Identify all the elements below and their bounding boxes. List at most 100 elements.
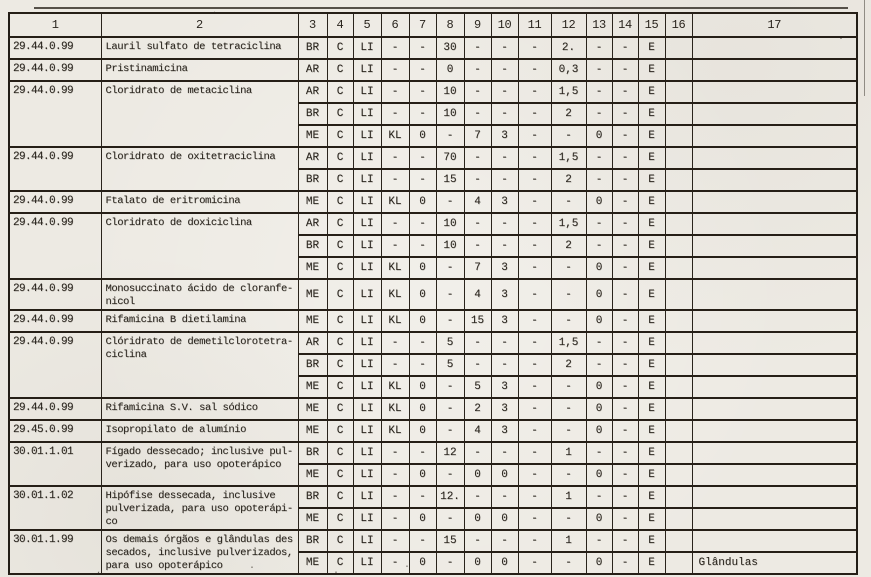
value-cell-col-16	[664, 353, 693, 377]
value-cell-col-14: -	[611, 375, 639, 399]
value-cell-col-5: LI	[352, 551, 382, 575]
value-cell-col-12: -	[550, 190, 587, 214]
value-cell-col-6: KL	[380, 419, 410, 443]
value-cell-col-8: 10	[435, 80, 465, 104]
value-cell-col-11: -	[517, 309, 552, 333]
value-cell-col-15: E	[637, 212, 666, 236]
value-cell-col-16	[664, 529, 693, 553]
description-cell: Clóridrato de demetilclorotetra- ciclina	[100, 331, 299, 399]
value-cell-col-8: 10	[435, 212, 465, 236]
value-cell-col-7: -	[408, 485, 437, 509]
value-cell-col-3: AR	[297, 80, 328, 104]
column-header-8: 8	[435, 12, 465, 38]
value-cell-col-7: -	[408, 234, 437, 258]
value-cell-col-6: KL	[380, 278, 410, 311]
value-cell-col-6: -	[380, 485, 410, 509]
value-cell-col-8: 12.	[435, 485, 465, 509]
value-cell-col-7: 0	[408, 397, 437, 421]
value-cell-col-17	[691, 529, 858, 553]
value-cell-col-5: LI	[352, 278, 382, 311]
value-cell-col-16	[664, 331, 693, 355]
value-cell-col-8: 5	[435, 353, 465, 377]
value-cell-col-14: -	[611, 256, 639, 280]
value-cell-col-15: E	[637, 375, 666, 399]
value-cell-col-4: C	[326, 278, 354, 311]
value-cell-col-13: -	[585, 36, 613, 60]
table-row: 29.44.0.99 Ftalato de eritromicina ME C LI KL…	[8, 190, 858, 214]
value-cell-col-11: -	[517, 36, 552, 60]
value-cell-col-12: 1,5	[550, 331, 587, 355]
value-cell-col-9: -	[463, 212, 492, 236]
value-cell-col-17	[691, 58, 858, 82]
value-cell-col-4: C	[326, 58, 354, 82]
value-cell-col-5: LI	[352, 485, 382, 509]
value-cell-col-16	[664, 146, 693, 170]
value-cell-col-8: -	[435, 463, 465, 487]
value-cell-col-5: LI	[352, 212, 382, 236]
description-cell: Lauril sulfato de tetraciclina	[100, 36, 299, 60]
value-cell-col-5: LI	[352, 256, 382, 280]
value-cell-col-12: 0,3	[550, 58, 587, 82]
value-cell-col-8: 5	[435, 331, 465, 355]
column-header-11: 11	[517, 12, 552, 38]
value-cell-col-4: C	[326, 234, 354, 258]
scan-edge-line-top	[34, 7, 848, 9]
value-cell-col-14: -	[611, 309, 639, 333]
value-cell-col-10: 3	[490, 190, 519, 214]
value-cell-col-12: -	[550, 278, 587, 311]
value-cell-col-5: LI	[352, 419, 382, 443]
value-cell-col-12: -	[550, 124, 587, 148]
value-cell-col-6: -	[380, 36, 410, 60]
value-cell-col-15: E	[637, 80, 666, 104]
value-cell-col-12: 2	[550, 168, 587, 192]
value-cell-col-8: 10	[435, 234, 465, 258]
value-cell-col-9: -	[463, 58, 492, 82]
value-cell-col-10: 3	[490, 375, 519, 399]
value-cell-col-7: 0	[408, 190, 437, 214]
value-cell-col-7: -	[408, 441, 437, 465]
value-cell-col-16	[664, 80, 693, 104]
description-cell: Rifamicina S.V. sal sódico	[100, 397, 299, 421]
value-cell-col-9: -	[463, 441, 492, 465]
value-cell-col-12: -	[550, 463, 587, 487]
value-cell-col-17	[691, 309, 858, 333]
value-cell-col-8: -	[435, 397, 465, 421]
value-cell-col-10: -	[490, 331, 519, 355]
value-cell-col-7: -	[408, 80, 437, 104]
value-cell-col-15: E	[637, 441, 666, 465]
value-cell-col-11: -	[517, 331, 552, 355]
value-cell-col-6: -	[380, 168, 410, 192]
value-cell-col-12: 2	[550, 234, 587, 258]
value-cell-col-4: C	[326, 102, 354, 126]
value-cell-col-7: 0	[408, 309, 437, 333]
value-cell-col-9: 7	[463, 124, 492, 148]
value-cell-col-4: C	[326, 441, 354, 465]
value-cell-col-9: -	[463, 146, 492, 170]
value-cell-col-11: -	[517, 441, 552, 465]
value-cell-col-15: E	[637, 463, 666, 487]
value-cell-col-12: -	[550, 375, 587, 399]
value-cell-col-10: 0	[490, 507, 519, 531]
value-cell-col-3: ME	[297, 397, 328, 421]
value-cell-col-15: E	[637, 419, 666, 443]
value-cell-col-5: LI	[352, 529, 382, 553]
value-cell-col-13: -	[585, 331, 613, 355]
column-header-7: 7	[408, 12, 437, 38]
value-cell-col-17	[691, 441, 858, 465]
value-cell-col-8: 15	[435, 168, 465, 192]
value-cell-col-15: E	[637, 278, 666, 311]
value-cell-col-3: ME	[297, 419, 328, 443]
value-cell-col-4: C	[326, 212, 354, 236]
value-cell-col-6: -	[380, 58, 410, 82]
value-cell-col-11: -	[517, 102, 552, 126]
value-cell-col-12: 2.	[550, 36, 587, 60]
code-cell: 29.44.0.99	[8, 80, 102, 148]
value-cell-col-4: C	[326, 36, 354, 60]
value-cell-col-3: ME	[297, 507, 328, 531]
value-cell-col-13: -	[585, 441, 613, 465]
value-cell-col-12: -	[550, 551, 587, 575]
value-cell-col-14: -	[611, 463, 639, 487]
value-cell-col-9: -	[463, 353, 492, 377]
description-cell: Ftalato de eritromicina	[100, 190, 299, 214]
value-cell-col-5: LI	[352, 168, 382, 192]
